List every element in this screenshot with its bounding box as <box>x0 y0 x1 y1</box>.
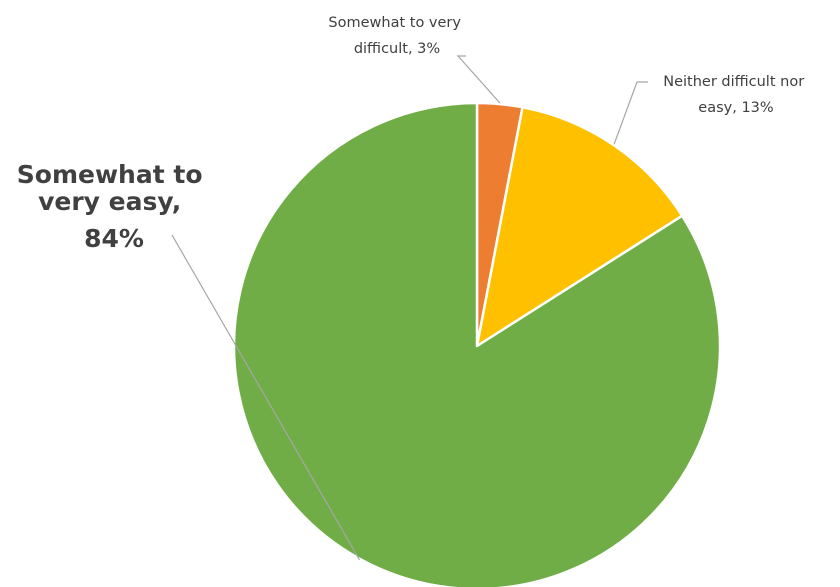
slice-label-difficult: Somewhat to very difficult, 3% <box>328 15 465 57</box>
slice-label-neither: Neither difficult nor easy, 13% <box>663 74 809 116</box>
slice-label-easy-line-1: Somewhat to <box>17 160 203 189</box>
pie-slice-easy <box>232 101 722 587</box>
leader-lines <box>171 55 648 561</box>
slice-label-neither-line-1: Neither difficult nor <box>663 74 804 90</box>
slice-label-easy-line-2: very easy, <box>38 187 181 216</box>
slice-label-easy-line-3: 84% <box>84 224 144 253</box>
pie-slice-neither <box>475 106 684 348</box>
leader-line-easy <box>171 234 361 561</box>
slice-label-neither-line-2: easy, 13% <box>698 100 773 116</box>
leader-line-difficult <box>456 55 501 104</box>
pie-slices <box>232 101 722 587</box>
leader-line-neither <box>613 81 648 145</box>
slice-label-difficult-line-2: difficult, 3% <box>354 41 440 57</box>
slice-label-difficult-line-1: Somewhat to very <box>328 15 461 31</box>
slice-label-easy: Somewhat to very easy, 84% <box>17 160 211 253</box>
